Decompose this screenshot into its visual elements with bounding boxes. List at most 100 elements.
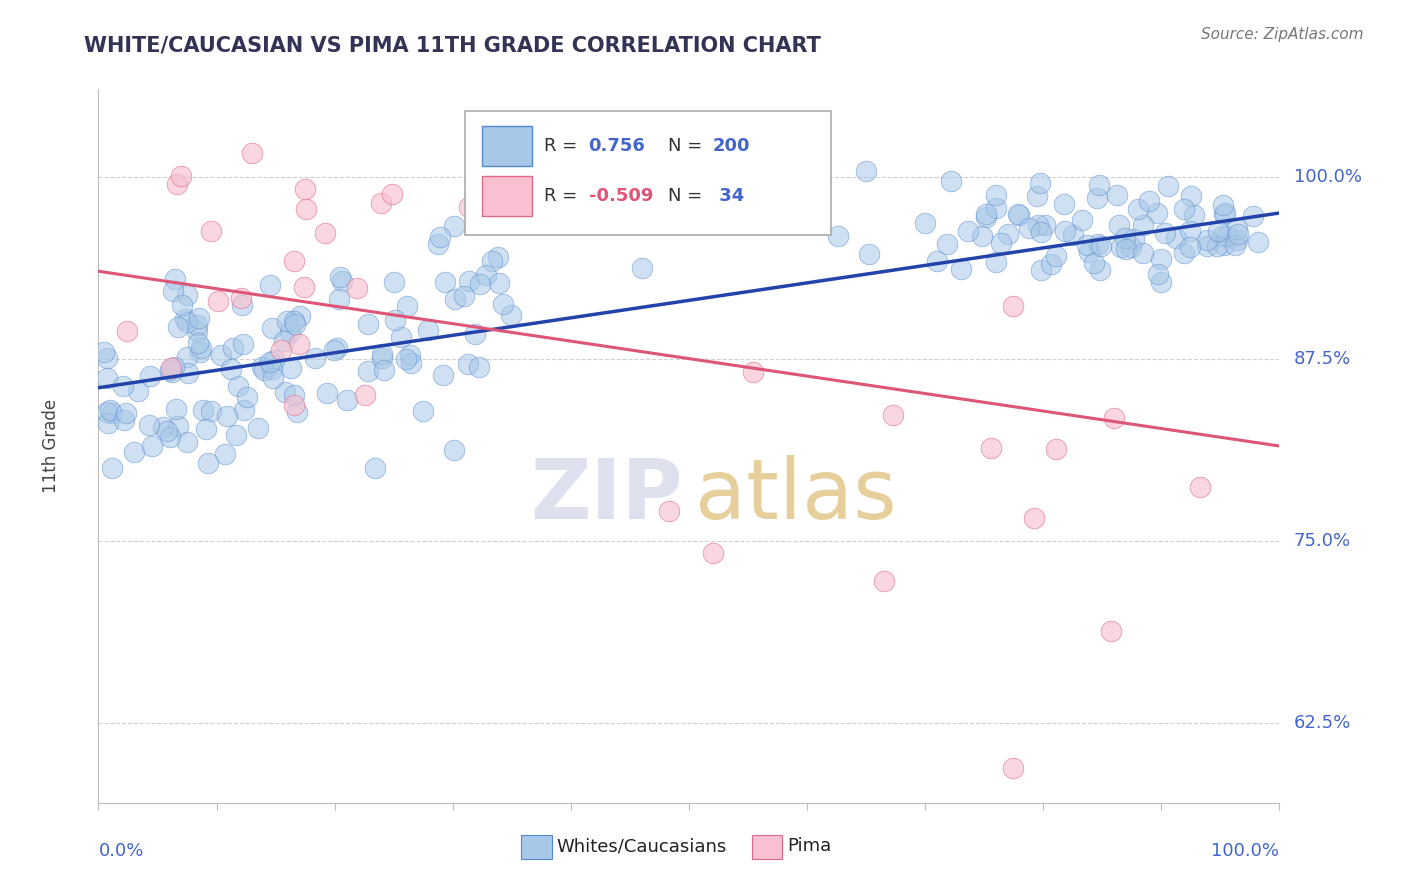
- Point: [1157, 179, 1180, 194]
- Point: [1105, 188, 1128, 202]
- Point: [260, 361, 283, 376]
- Point: [127, 384, 149, 398]
- Point: [1007, 207, 1029, 221]
- Point: [1212, 238, 1234, 252]
- FancyBboxPatch shape: [752, 835, 782, 859]
- Point: [96, 404, 118, 418]
- FancyBboxPatch shape: [482, 127, 531, 166]
- Point: [855, 164, 877, 178]
- FancyBboxPatch shape: [522, 835, 553, 859]
- Point: [96, 370, 118, 384]
- Point: [262, 320, 284, 334]
- Point: [314, 227, 336, 241]
- Point: [596, 202, 619, 217]
- Point: [122, 444, 145, 458]
- Point: [1225, 237, 1247, 252]
- Point: [986, 187, 1008, 202]
- Point: [191, 403, 214, 417]
- Point: [1180, 188, 1202, 202]
- Point: [1147, 267, 1170, 281]
- Point: [1189, 480, 1212, 494]
- Point: [263, 353, 285, 368]
- Point: [1123, 232, 1146, 246]
- Point: [336, 392, 359, 407]
- Point: [1137, 194, 1160, 209]
- Point: [330, 274, 353, 288]
- Point: [1045, 442, 1067, 456]
- Point: [323, 343, 346, 357]
- Point: [1039, 257, 1062, 271]
- Point: [950, 261, 973, 276]
- Point: [1031, 263, 1053, 277]
- Point: [395, 351, 418, 366]
- Point: [364, 460, 387, 475]
- Point: [1212, 207, 1234, 221]
- Point: [315, 386, 337, 401]
- Point: [1166, 231, 1188, 245]
- Point: [1247, 235, 1270, 249]
- Point: [186, 318, 208, 332]
- Point: [170, 169, 193, 183]
- Text: 100.0%: 100.0%: [1294, 168, 1361, 186]
- Point: [1227, 227, 1250, 241]
- Point: [231, 298, 253, 312]
- Point: [389, 330, 412, 344]
- Point: [294, 181, 316, 195]
- Point: [283, 314, 305, 328]
- Point: [195, 422, 218, 436]
- Point: [1146, 205, 1168, 219]
- Point: [1197, 239, 1219, 253]
- Point: [481, 254, 503, 268]
- Point: [457, 357, 479, 371]
- Text: atlas: atlas: [695, 456, 897, 536]
- Point: [1022, 511, 1045, 525]
- Point: [1241, 210, 1264, 224]
- Point: [207, 293, 229, 308]
- Point: [1178, 224, 1201, 238]
- Point: [221, 342, 243, 356]
- Point: [283, 388, 305, 402]
- Text: 11th Grade: 11th Grade: [42, 399, 60, 493]
- Point: [370, 195, 392, 210]
- Point: [990, 235, 1012, 250]
- Point: [1206, 224, 1229, 238]
- Point: [111, 378, 134, 392]
- Text: R =: R =: [544, 137, 582, 155]
- Text: 0.0%: 0.0%: [98, 842, 143, 860]
- Point: [984, 201, 1007, 215]
- Point: [176, 435, 198, 450]
- Point: [292, 280, 315, 294]
- Point: [176, 315, 198, 329]
- Point: [399, 356, 422, 370]
- Point: [1076, 238, 1098, 252]
- Point: [167, 320, 190, 334]
- Point: [273, 334, 295, 348]
- Point: [1102, 410, 1125, 425]
- Point: [1132, 219, 1154, 233]
- Point: [163, 360, 186, 375]
- Point: [858, 247, 880, 261]
- Point: [283, 254, 305, 268]
- Point: [1212, 198, 1234, 212]
- Point: [1132, 245, 1154, 260]
- Text: 75.0%: 75.0%: [1294, 532, 1351, 549]
- Point: [304, 351, 326, 365]
- Point: [702, 546, 724, 560]
- Point: [326, 341, 349, 355]
- Point: [1114, 230, 1136, 244]
- Point: [458, 200, 481, 214]
- Point: [1115, 242, 1137, 256]
- Point: [284, 317, 307, 331]
- Point: [176, 351, 198, 365]
- Point: [187, 336, 209, 351]
- Point: [259, 278, 281, 293]
- Point: [170, 298, 193, 312]
- Point: [384, 313, 406, 327]
- Point: [1211, 228, 1233, 243]
- Point: [159, 430, 181, 444]
- Point: [1216, 228, 1239, 243]
- Text: ZIP: ZIP: [530, 456, 683, 536]
- Point: [231, 336, 253, 351]
- Point: [1197, 234, 1219, 248]
- Point: [1150, 275, 1173, 289]
